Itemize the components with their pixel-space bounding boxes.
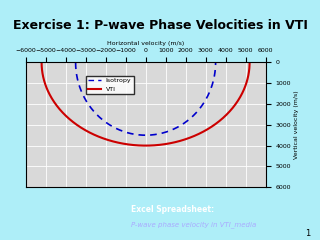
Isotropy xyxy=(74,61,77,64)
Isotropy xyxy=(203,100,207,102)
VTI xyxy=(135,144,139,147)
VTI xyxy=(175,140,179,143)
VTI xyxy=(248,61,252,64)
VTI xyxy=(158,143,162,146)
VTI xyxy=(40,61,44,64)
Text: Exercise 1: P-wave Phase Velocities in VTI: Exercise 1: P-wave Phase Velocities in V… xyxy=(12,19,308,32)
Isotropy xyxy=(138,133,142,136)
Isotropy xyxy=(214,61,218,64)
Text: Excel Spreadsheet:: Excel Spreadsheet: xyxy=(131,205,214,214)
Isotropy xyxy=(165,130,169,133)
Isotropy xyxy=(140,134,143,137)
Y-axis label: Vertical velocity (m/s): Vertical velocity (m/s) xyxy=(294,90,299,159)
Isotropy xyxy=(213,66,217,69)
VTI xyxy=(232,105,236,108)
Line: Isotropy: Isotropy xyxy=(76,62,216,135)
Text: P-wave phase velocity in VTI_media: P-wave phase velocity in VTI_media xyxy=(131,221,256,228)
X-axis label: Horizontal velocity (m/s): Horizontal velocity (m/s) xyxy=(107,41,184,46)
VTI xyxy=(247,67,251,70)
Isotropy xyxy=(143,134,147,137)
Legend: Isotropy, VTI: Isotropy, VTI xyxy=(85,76,134,94)
Line: VTI: VTI xyxy=(42,62,250,146)
VTI xyxy=(143,144,147,147)
Text: 1: 1 xyxy=(305,228,310,238)
Isotropy xyxy=(153,133,157,136)
VTI xyxy=(138,144,141,147)
